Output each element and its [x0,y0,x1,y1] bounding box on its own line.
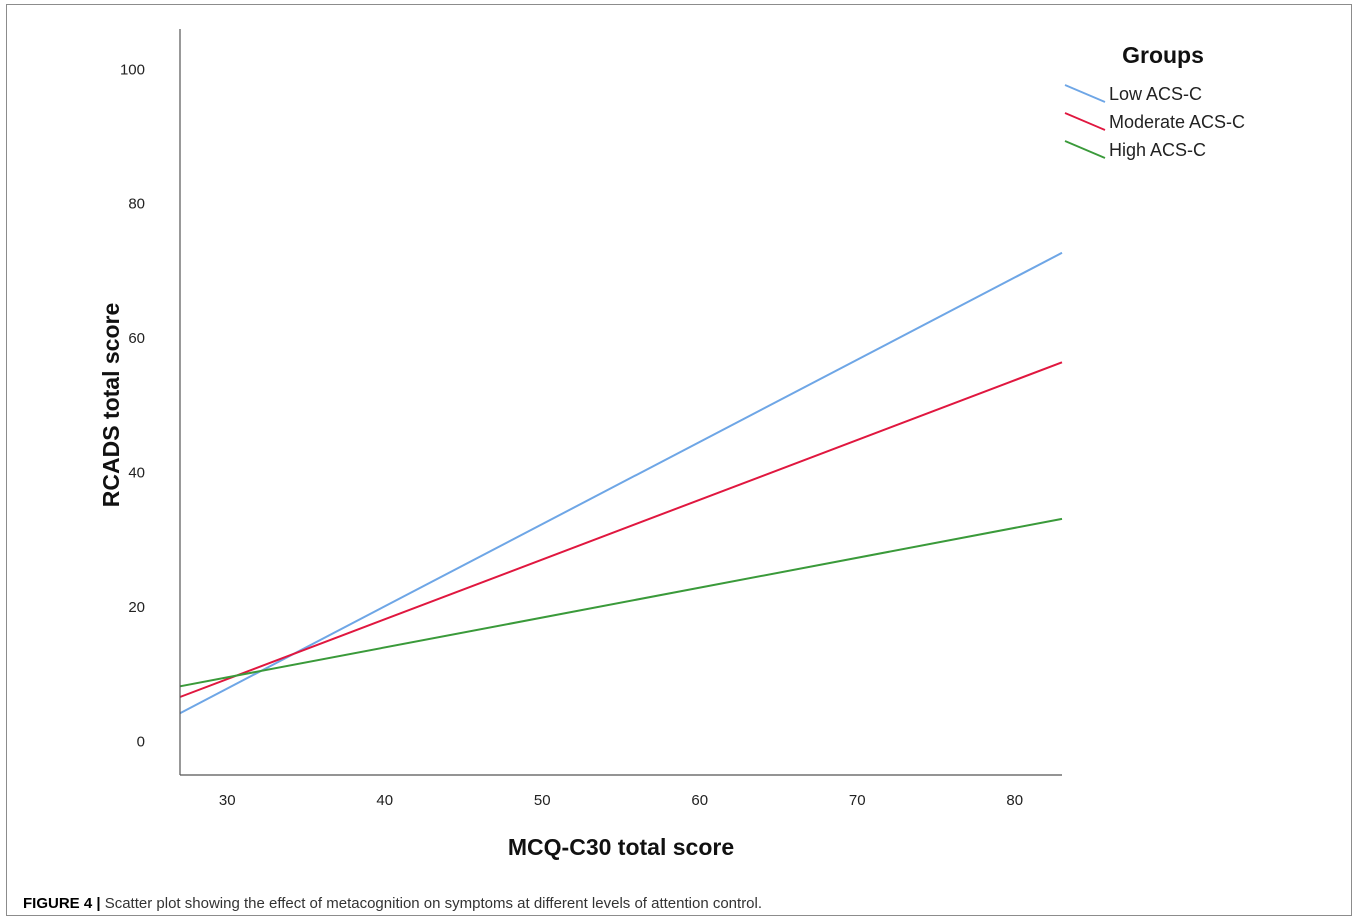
x-tick-label: 70 [849,792,866,809]
caption-label: FIGURE 4 | [23,895,101,912]
legend-swatch [1064,140,1106,159]
legend-swatch [1064,112,1106,131]
series-line-1 [179,251,1063,715]
legend-title: Groups [1122,42,1204,68]
axes [179,29,1062,776]
legend-label: High ACS-C [1109,140,1206,160]
x-tick-label: 60 [691,792,708,809]
y-tick-label: 60 [128,330,145,347]
chart: 30 40 50 60 70 80 0 20 40 60 80 100 MCQ-C30 total … [98,29,1245,860]
x-tick-label: 80 [1006,792,1023,809]
series-line-3 [179,517,1063,688]
legend-items: Low ACS-C Moderate ACS-C High ACS-C [1064,84,1245,160]
x-axis-title: MCQ-C30 total score [508,834,734,860]
y-tick-label: 100 [120,61,145,78]
legend-label: Low ACS-C [1109,84,1202,104]
y-axis-title: RCADS total score [98,303,124,507]
x-ticks: 30 40 50 60 70 80 [219,792,1023,809]
y-ticks: 0 20 40 60 80 100 [120,61,145,750]
y-tick-label: 0 [137,733,145,750]
series-line-2 [179,361,1063,698]
y-tick-label: 80 [128,196,145,213]
legend: Groups Low ACS-C Moderate ACS-C High ACS-C [1064,42,1245,160]
figure-caption: FIGURE 4 | Scatter plot showing the effe… [23,895,762,912]
caption-text: Scatter plot showing the effect of metac… [100,895,763,912]
plot-lines [179,251,1063,715]
figure-frame: 30 40 50 60 70 80 0 20 40 60 80 100 MCQ-C30 total … [6,4,1352,916]
y-tick-label: 40 [128,465,145,482]
legend-label: Moderate ACS-C [1109,112,1245,132]
x-tick-label: 50 [534,792,551,809]
legend-swatch [1064,84,1106,103]
x-tick-label: 30 [219,792,236,809]
y-tick-label: 20 [128,599,145,616]
x-tick-label: 40 [376,792,393,809]
